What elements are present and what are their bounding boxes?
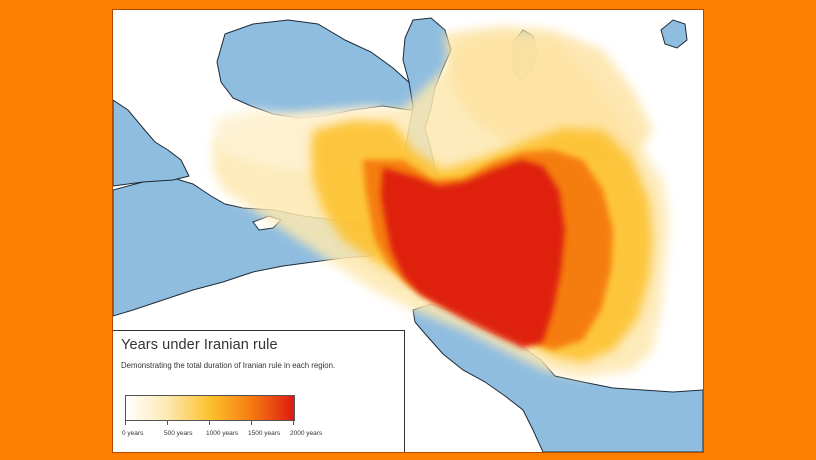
scale-tick — [167, 420, 168, 425]
scale-label-2000: 2000 years — [290, 430, 323, 437]
northeast-lake — [660, 19, 688, 49]
scale-tick — [209, 420, 210, 425]
scale-label-1000: 1000 years — [206, 430, 239, 437]
color-scale-bar — [125, 395, 295, 421]
rule-duration-zones — [213, 26, 669, 378]
legend-panel: Years under Iranian rule Demonstrating t… — [113, 330, 405, 452]
scale-tick — [251, 420, 252, 425]
black-sea — [216, 19, 426, 119]
scale-tick — [125, 420, 126, 425]
aegean-sea — [113, 99, 190, 187]
legend-subtitle: Demonstrating the total duration of Iran… — [121, 361, 336, 370]
map-frame: Years under Iranian rule Demonstrating t… — [112, 9, 704, 453]
scale-tick — [293, 420, 294, 425]
scale-ticks — [125, 420, 295, 426]
scale-label-1500: 1500 years — [248, 430, 281, 437]
scale-label-0: 0 years — [122, 430, 144, 437]
legend-title: Years under Iranian rule — [121, 337, 278, 353]
scale-label-500: 500 years — [164, 430, 193, 437]
